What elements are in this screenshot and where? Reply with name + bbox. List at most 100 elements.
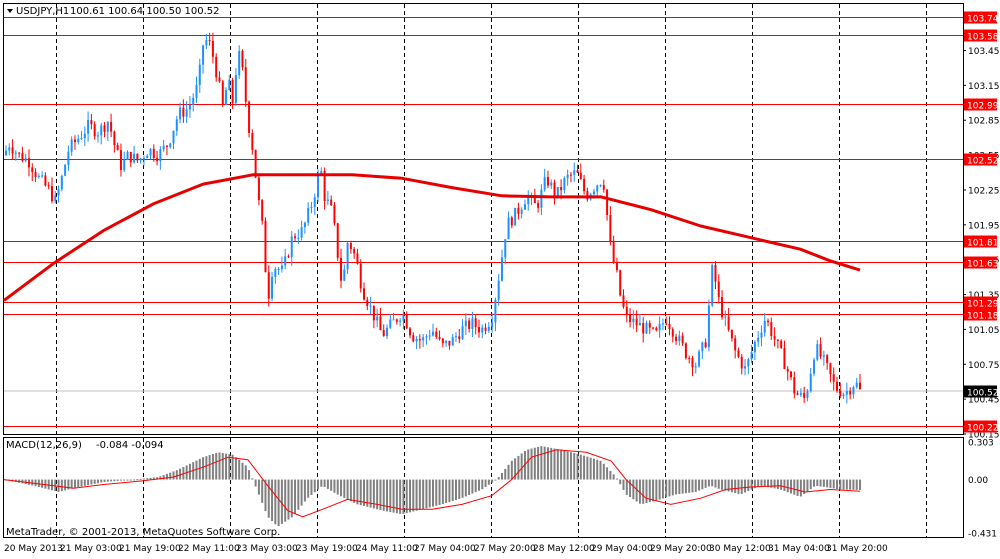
macd-histogram-bar <box>675 479 678 495</box>
bull-candle-body <box>753 341 756 353</box>
level-tag-label: 103.74 <box>967 15 999 25</box>
x-tick-label: 28 May 12:00 <box>533 544 595 554</box>
level-tag-label: 101.18 <box>967 312 999 322</box>
y-tick-label: 103.15 <box>968 82 1000 92</box>
macd-histogram-bar <box>323 479 326 487</box>
macd-histogram-bar <box>711 479 714 487</box>
price-panel-frame <box>3 3 964 435</box>
bear-candle-body <box>836 381 839 391</box>
macd-histogram-bar <box>704 479 707 488</box>
bull-candle-body <box>310 207 313 209</box>
level-tag <box>964 256 997 269</box>
macd-histogram-bar <box>307 479 310 498</box>
macd-histogram-bar <box>372 479 375 509</box>
macd-histogram-bar <box>760 479 763 486</box>
macd-histogram-bar <box>468 479 471 495</box>
macd-signal-line <box>3 449 861 518</box>
macd-panel-frame <box>3 437 964 538</box>
macd-histogram-bar <box>668 479 671 497</box>
macd-histogram-bar <box>773 479 776 489</box>
bull-candle-body <box>41 175 44 177</box>
bear-candle-body <box>668 323 671 330</box>
dropdown-triangle-icon[interactable] <box>7 9 13 13</box>
bull-candle-body <box>60 175 63 190</box>
bull-candle-body <box>707 305 710 348</box>
macd-histogram-bar <box>615 478 618 480</box>
bull-candle-body <box>142 158 145 160</box>
macd-values: -0.084 -0.094 <box>96 440 164 451</box>
bear-candle-body <box>215 56 218 78</box>
bear-candle-body <box>356 253 359 264</box>
bear-candle-body <box>379 316 382 331</box>
macd-histogram-bar <box>330 479 333 491</box>
bear-candle-body <box>359 263 362 289</box>
bull-candle-body <box>185 109 188 117</box>
macd-histogram-bar <box>300 479 303 506</box>
macd-histogram-bar <box>205 456 208 480</box>
bear-candle-body <box>730 329 733 339</box>
macd-histogram-bar <box>169 472 172 480</box>
bear-candle-body <box>129 151 132 163</box>
bear-candle-body <box>330 199 333 206</box>
bull-candle-body <box>326 199 329 201</box>
macd-histogram-bar <box>435 479 438 506</box>
macd-histogram-bar <box>31 479 34 486</box>
macd-histogram-bar <box>816 479 819 487</box>
macd-histogram-bar <box>747 479 750 492</box>
macd-histogram-bar <box>320 479 323 487</box>
macd-histogram-bar <box>750 479 753 490</box>
macd-histogram-bar <box>514 458 517 480</box>
macd-histogram-bar <box>402 479 405 514</box>
macd-histogram-bar <box>241 462 244 480</box>
bull-candle-body <box>543 177 546 190</box>
bull-candle-body <box>661 323 664 325</box>
bull-candle-body <box>159 149 162 162</box>
macd-histogram-bar <box>251 478 254 480</box>
macd-histogram-bar <box>471 479 474 494</box>
bear-candle-body <box>251 132 254 150</box>
bull-candle-body <box>494 299 497 323</box>
bull-candle-body <box>369 305 372 307</box>
chart-header: USDJPY,H1 100.61 100.64 100.50 100.52 <box>7 6 220 17</box>
macd-histogram-bar <box>849 479 852 490</box>
macd-histogram-bar <box>619 479 622 485</box>
y-tick-label: 101.95 <box>968 221 1000 231</box>
macd-histogram-bar <box>520 453 523 480</box>
macd-histogram-bar <box>530 448 533 480</box>
macd-histogram-bar <box>481 479 484 490</box>
macd-histogram-bar <box>80 479 83 487</box>
macd-histogram-bar <box>556 449 559 480</box>
y-tick-label: 102.85 <box>968 117 1000 127</box>
y-tick-label: 101.35 <box>968 291 1000 301</box>
bull-candle-body <box>520 209 523 214</box>
macd-histogram-bar <box>303 479 306 502</box>
candlestick-series <box>4 32 861 404</box>
bear-candle-body <box>829 363 832 375</box>
bear-candle-body <box>366 299 369 307</box>
bull-candle-body <box>205 40 208 46</box>
macd-y-tick-label: 0.303 <box>968 439 994 449</box>
macd-histogram-bar <box>389 479 392 513</box>
bear-candle-body <box>50 186 53 202</box>
bull-candle-body <box>596 185 599 192</box>
macd-histogram-bar <box>744 479 747 493</box>
x-tick-label: 21 May 03:00 <box>60 544 122 554</box>
macd-histogram-bar <box>313 479 316 493</box>
macd-histogram-bar <box>783 479 786 492</box>
macd-histogram-bar <box>54 479 57 492</box>
macd-histogram-bar <box>395 479 398 514</box>
bull-candle-body <box>645 322 648 334</box>
macd-histogram-bar <box>123 479 126 481</box>
macd-histogram-bar <box>612 474 615 480</box>
level-tag <box>964 420 997 433</box>
bear-candle-body <box>44 175 47 186</box>
bull-candle-body <box>428 335 431 337</box>
macd-histogram-bar <box>691 479 694 493</box>
bear-candle-body <box>583 178 586 192</box>
bull-candle-body <box>133 153 136 163</box>
macd-histogram-bar <box>510 460 513 480</box>
macd-histogram-bar <box>218 452 221 480</box>
bull-candle-body <box>809 373 812 392</box>
